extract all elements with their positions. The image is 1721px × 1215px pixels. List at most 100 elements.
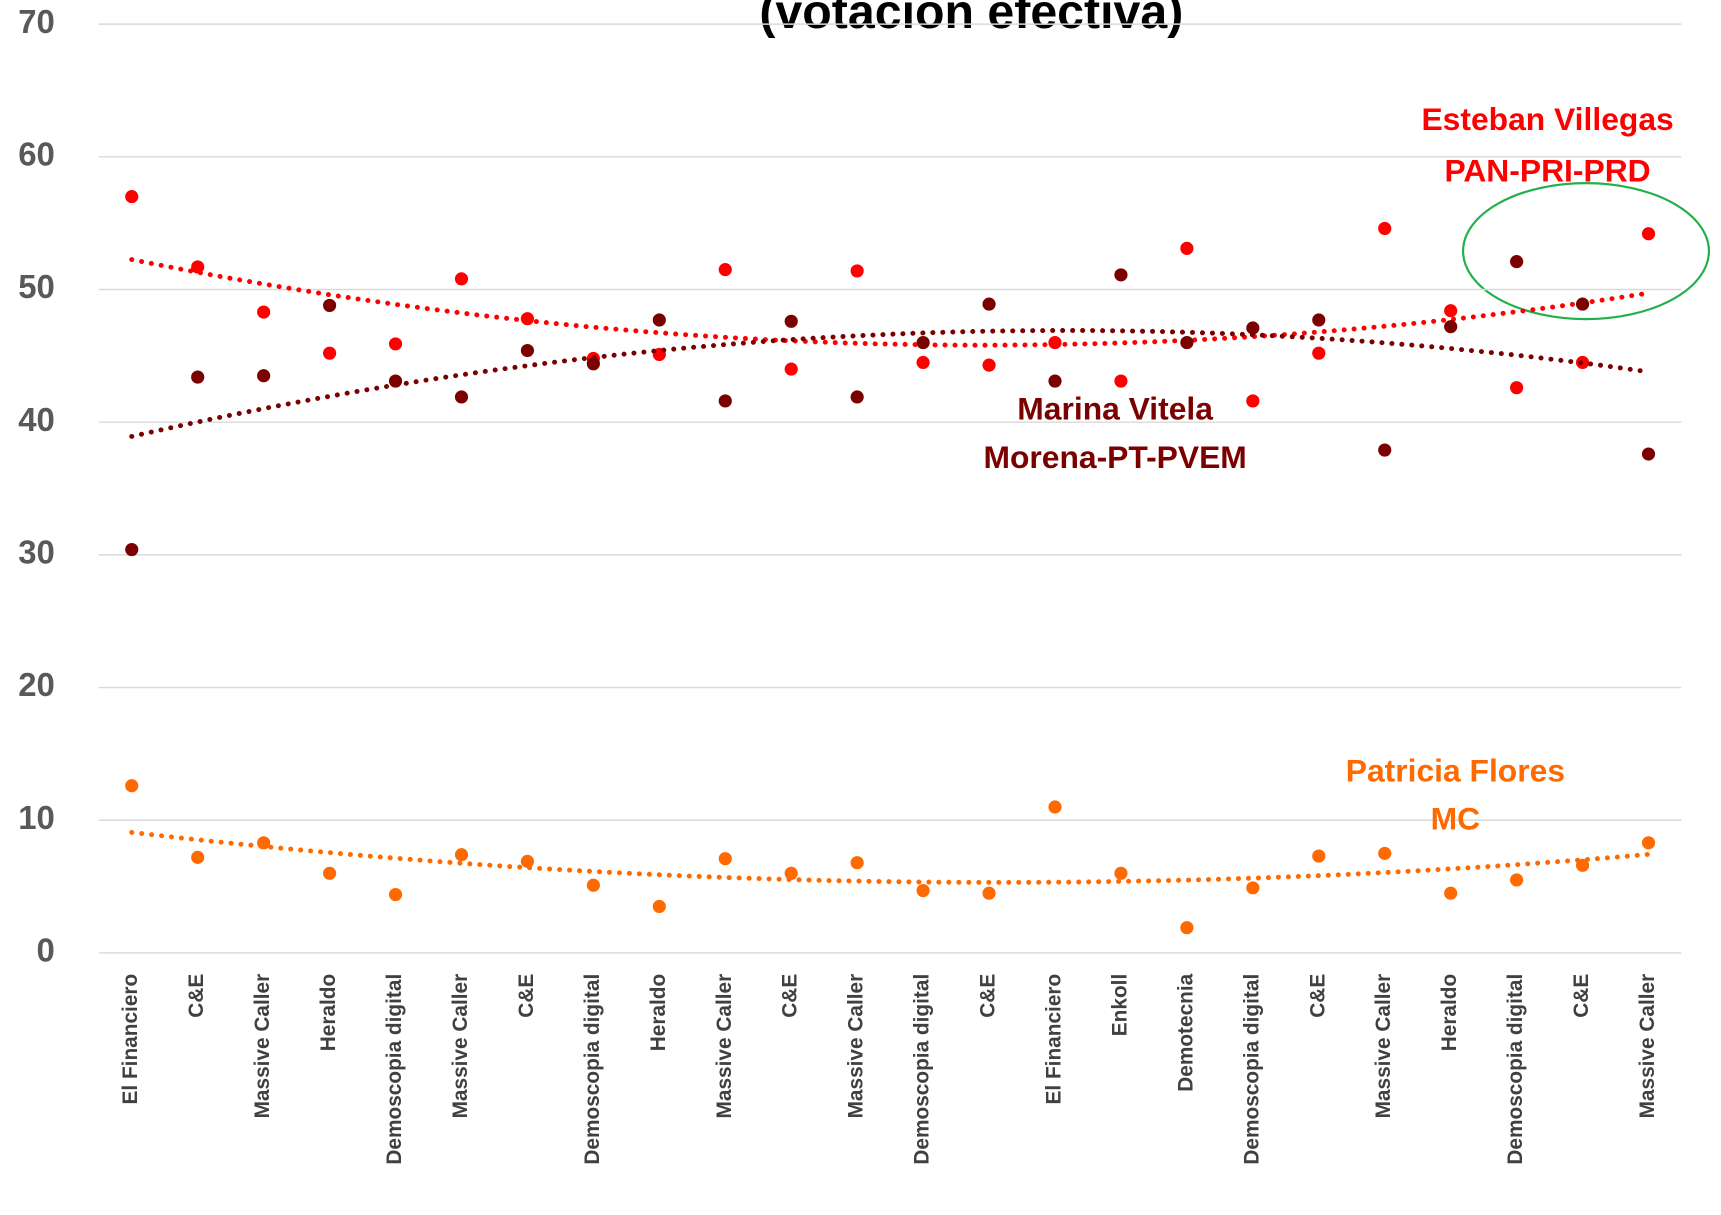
y-tick-label: 60: [18, 136, 55, 173]
x-tick-label: Enkoll: [1108, 974, 1131, 1036]
data-point: [520, 854, 535, 868]
x-tick-label: C&E: [977, 974, 1000, 1018]
x-tick-label: Demoscopia digital: [911, 974, 934, 1165]
data-point: [1510, 873, 1524, 887]
data-point: [1180, 335, 1194, 350]
data-point: [850, 856, 864, 870]
x-tick-label: Massive Caller: [1636, 974, 1659, 1119]
data-point: [1444, 886, 1458, 900]
series-name: Esteban Villegas: [1421, 101, 1673, 137]
data-point: [784, 314, 798, 328]
data-point: [1180, 241, 1194, 255]
y-tick-label: 40: [18, 401, 55, 438]
data-point: [257, 836, 271, 850]
y-tick-label: 30: [18, 534, 55, 571]
data-point: [1114, 866, 1128, 880]
x-tick-label: El Financiero: [119, 974, 142, 1105]
data-point: [125, 190, 139, 204]
data-point: [191, 260, 205, 274]
x-tick-label: El Financiero: [1042, 974, 1065, 1105]
highlight-ellipse: [1461, 182, 1711, 321]
series-party: Morena-PT-PVEM: [983, 439, 1246, 475]
x-tick-label: C&E: [779, 974, 802, 1018]
series-party: MC: [1431, 801, 1481, 837]
data-point: [652, 313, 666, 327]
data-point: [982, 358, 996, 372]
data-point: [191, 850, 205, 864]
data-point: [1246, 394, 1260, 408]
data-point: [718, 852, 732, 866]
series-name: Marina Vitela: [1017, 391, 1213, 427]
data-point: [1641, 227, 1656, 241]
series: [125, 255, 1656, 557]
data-point: [982, 886, 996, 900]
data-point: [388, 374, 403, 388]
data-point: [916, 335, 930, 350]
data-point: [1641, 836, 1656, 850]
data-point: [652, 899, 666, 914]
data-point: [1378, 221, 1392, 236]
chart-title: (votación efectiva): [759, 0, 1183, 39]
data-point: [1246, 881, 1260, 895]
y-tick-label: 20: [18, 666, 55, 703]
data-point: [388, 887, 403, 902]
y-tick-label: 0: [37, 932, 55, 969]
data-point: [1575, 297, 1590, 311]
x-tick-label: Massive Caller: [1372, 974, 1395, 1119]
data-point: [1180, 921, 1194, 935]
data-point: [1048, 335, 1062, 350]
data-point: [1378, 443, 1392, 457]
data-point: [586, 878, 600, 892]
data-point: [586, 357, 600, 371]
series: [125, 779, 1656, 935]
x-tick-label: Massive Caller: [845, 974, 868, 1119]
data-point: [1641, 447, 1656, 461]
data-point: [323, 298, 337, 312]
x-tick-label: Massive Caller: [251, 974, 274, 1119]
data-point: [388, 337, 403, 351]
data-point: [323, 346, 337, 360]
data-point: [916, 355, 930, 370]
trendline: [129, 328, 1652, 439]
data-point: [1312, 313, 1326, 327]
data-point: [982, 297, 996, 311]
x-tick-label: Demoscopia digital: [581, 974, 604, 1165]
data-point: [1048, 374, 1062, 388]
data-point: [520, 343, 535, 358]
x-tick-label: Demoscopia digital: [1504, 974, 1527, 1165]
trendline: [129, 829, 1652, 885]
data-point: [1444, 304, 1458, 318]
data-point: [454, 848, 469, 862]
x-tick-label: Heraldo: [1438, 974, 1461, 1052]
x-tick-label: Massive Caller: [449, 974, 472, 1119]
x-tick-label: Heraldo: [317, 974, 340, 1052]
data-point: [1575, 858, 1590, 872]
data-point: [784, 866, 798, 880]
data-point: [257, 369, 271, 383]
data-point: [1378, 846, 1392, 860]
data-point: [1312, 849, 1326, 863]
y-tick-label: 70: [18, 3, 55, 40]
data-point: [125, 779, 139, 793]
data-point: [1114, 374, 1128, 388]
data-point: [323, 866, 337, 880]
data-point: [916, 883, 930, 898]
data-point: [1444, 320, 1458, 334]
trendline: [129, 257, 1652, 348]
series-name: Patricia Flores: [1346, 752, 1565, 788]
data-point: [125, 542, 139, 557]
data-point: [1510, 381, 1524, 395]
series-party: PAN-PRI-PRD: [1444, 153, 1650, 189]
x-tick-label: Demoscopia digital: [1240, 974, 1263, 1165]
data-point: [784, 362, 798, 376]
y-tick-label: 10: [18, 799, 55, 836]
data-point: [1312, 346, 1326, 360]
data-point: [520, 312, 535, 326]
data-point: [1246, 321, 1260, 335]
data-point: [850, 390, 864, 404]
data-point: [850, 264, 864, 278]
data-point: [718, 263, 732, 277]
x-tick-label: C&E: [185, 974, 208, 1018]
data-point: [454, 390, 469, 404]
